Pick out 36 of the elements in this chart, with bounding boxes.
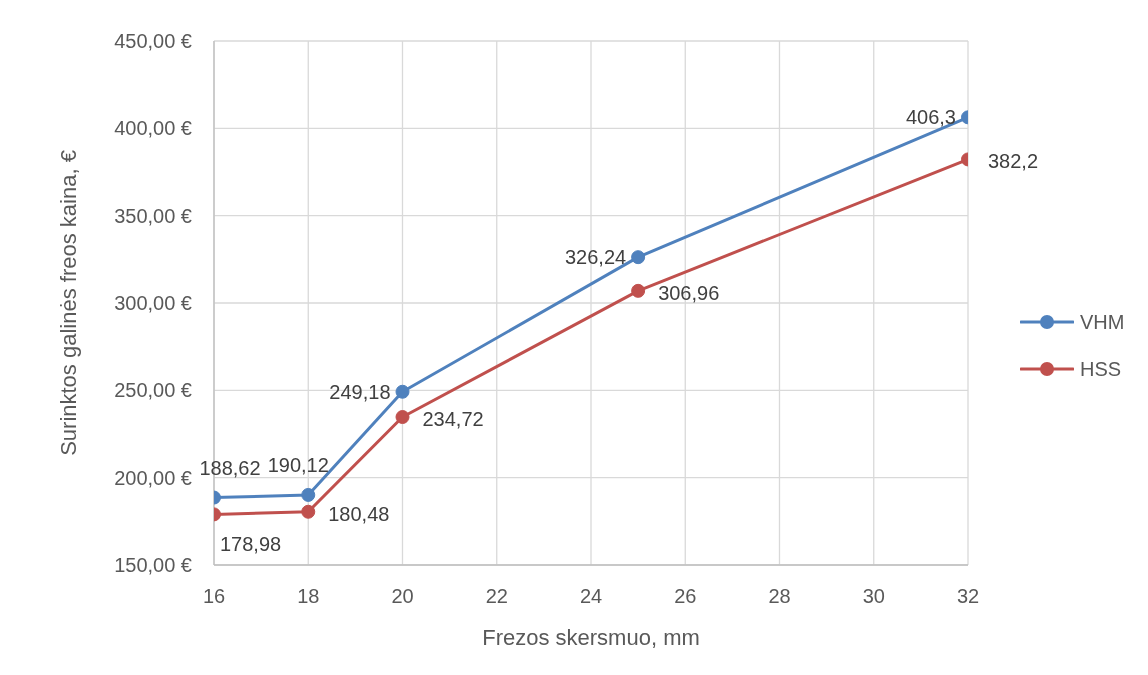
data-label: 326,24 <box>564 246 627 269</box>
y-tick-label: 300,00 € <box>114 292 192 315</box>
x-tick-label: 26 <box>674 585 697 608</box>
x-tick-label: 22 <box>485 585 508 608</box>
data-label: 190,12 <box>267 453 329 476</box>
y-axis-title: Surinktos galinės freos kaina, € <box>55 150 81 456</box>
point <box>631 250 646 265</box>
data-label: 188,62 <box>199 456 261 479</box>
x-axis-title: Frezos skersmuo, mm <box>482 625 700 650</box>
x-tick-label: 32 <box>956 585 980 608</box>
y-tick-label: 200,00 € <box>114 466 192 489</box>
point <box>395 410 410 425</box>
point <box>301 504 316 519</box>
data-label: 178,98 <box>220 533 282 556</box>
x-tick-label: 30 <box>862 585 885 608</box>
y-tick-label: 450,00 € <box>114 30 192 53</box>
x-tick-label: 24 <box>579 585 603 608</box>
data-label: 180,48 <box>328 502 390 525</box>
x-tick-label: 28 <box>768 585 791 608</box>
legend-label: HSS <box>1080 357 1122 381</box>
data-label: 382,2 <box>988 150 1039 173</box>
point <box>301 487 316 502</box>
x-tick-label: 18 <box>297 585 320 608</box>
point <box>631 283 646 298</box>
data-label: 234,72 <box>422 408 484 431</box>
data-label: 306,96 <box>658 281 720 304</box>
data-label: 406,3 <box>905 106 956 129</box>
data-label: 249,18 <box>329 380 391 403</box>
point <box>395 384 410 399</box>
y-tick-label: 350,00 € <box>114 204 192 227</box>
y-tick-label: 250,00 € <box>114 379 192 402</box>
legend-label: VHM <box>1080 310 1125 334</box>
x-tick-label: 16 <box>202 585 226 608</box>
y-tick-label: 150,00 € <box>114 554 192 577</box>
x-tick-label: 20 <box>391 585 414 608</box>
y-tick-label: 400,00 € <box>114 117 192 140</box>
